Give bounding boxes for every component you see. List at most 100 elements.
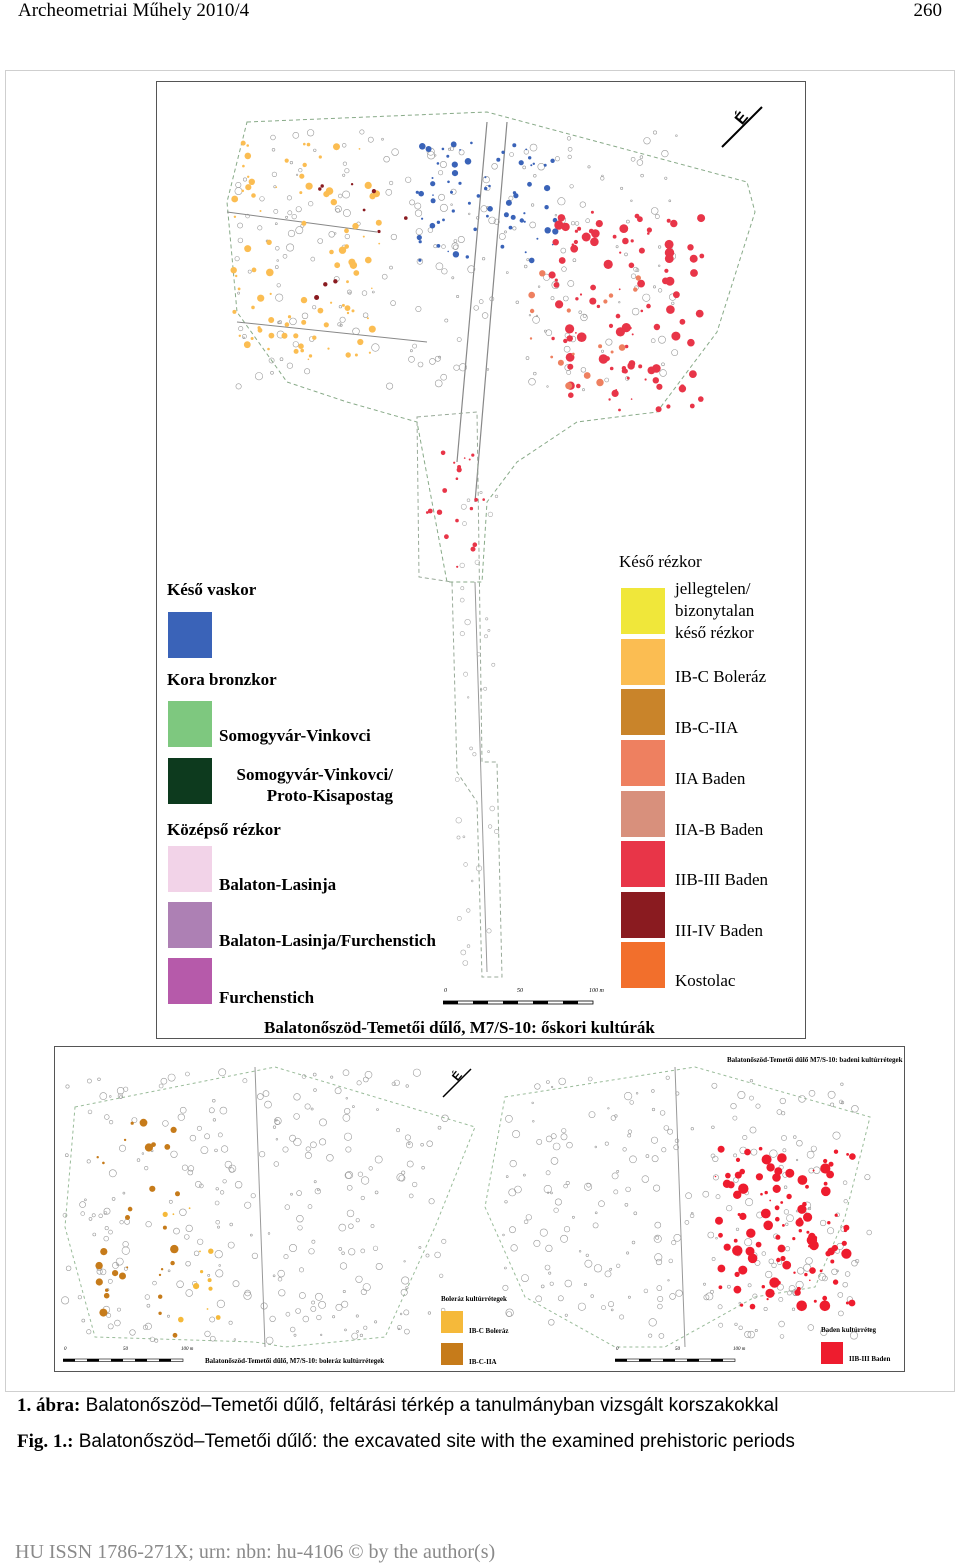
feature-mark bbox=[418, 1246, 422, 1249]
feature-mark bbox=[840, 1082, 844, 1086]
boleraz-map-caption: Balatonőszöd-Temetői dűlő, M7/S-10: bole… bbox=[205, 1357, 385, 1365]
feature-mark bbox=[795, 1218, 804, 1227]
feature-mark bbox=[119, 1144, 127, 1152]
feature-mark bbox=[257, 1093, 264, 1100]
feature-mark bbox=[565, 382, 573, 390]
feature-mark bbox=[566, 308, 571, 313]
feature-mark bbox=[738, 1265, 748, 1275]
feature-mark bbox=[769, 1199, 772, 1202]
feature-mark bbox=[494, 828, 500, 834]
feature-mark bbox=[864, 1174, 871, 1181]
feature-mark bbox=[595, 220, 603, 228]
feature-mark bbox=[187, 1169, 194, 1176]
feature-mark bbox=[533, 174, 537, 178]
legend-label-iii-iv-baden: III-IV Baden bbox=[675, 921, 763, 940]
feature-mark bbox=[299, 191, 303, 195]
feature-mark bbox=[251, 305, 255, 310]
feature-mark bbox=[456, 565, 459, 568]
feature-mark bbox=[218, 1264, 221, 1267]
feature-mark bbox=[630, 239, 634, 243]
swatch-somogyvar-vinkovci bbox=[168, 701, 212, 747]
feature-mark bbox=[187, 1165, 195, 1172]
feature-mark bbox=[621, 366, 627, 371]
feature-mark bbox=[498, 233, 506, 240]
feature-mark bbox=[451, 170, 459, 177]
feature-mark bbox=[295, 226, 304, 235]
feature-mark bbox=[207, 1273, 211, 1277]
feature-mark bbox=[62, 1212, 68, 1218]
feature-mark bbox=[436, 244, 441, 248]
feature-mark bbox=[652, 377, 659, 384]
feature-mark bbox=[776, 1257, 781, 1263]
feature-mark bbox=[170, 1260, 175, 1266]
feature-mark bbox=[583, 372, 591, 379]
feature-mark bbox=[310, 256, 316, 262]
feature-mark bbox=[808, 1089, 816, 1097]
feature-mark bbox=[842, 1282, 848, 1288]
swatch-iia-baden bbox=[621, 740, 665, 786]
feature-mark bbox=[418, 258, 422, 262]
sub-features bbox=[61, 1068, 872, 1345]
feature-mark bbox=[626, 1251, 630, 1255]
feature-mark bbox=[230, 267, 237, 274]
feature-mark bbox=[523, 212, 526, 215]
feature-mark bbox=[164, 1144, 171, 1150]
feature-mark bbox=[409, 349, 413, 353]
feature-mark bbox=[185, 1224, 193, 1232]
feature-mark bbox=[255, 372, 264, 381]
feature-mark bbox=[580, 313, 588, 322]
feature-mark bbox=[627, 1133, 632, 1138]
feature-mark bbox=[687, 338, 695, 347]
feature-mark bbox=[278, 320, 283, 325]
feature-mark bbox=[758, 1146, 763, 1151]
feature-mark bbox=[580, 367, 587, 373]
legend-label-iia-b-baden: IIA-B Baden bbox=[675, 820, 764, 839]
feature-mark bbox=[486, 928, 492, 934]
feature-mark bbox=[777, 1283, 784, 1291]
feature-mark bbox=[689, 254, 698, 263]
feature-mark bbox=[666, 305, 675, 314]
feature-mark bbox=[501, 150, 505, 154]
feature-mark bbox=[391, 148, 399, 156]
feature-mark bbox=[415, 190, 419, 194]
feature-mark bbox=[618, 344, 626, 351]
feature-mark bbox=[754, 1260, 761, 1266]
feature-mark bbox=[295, 206, 302, 213]
feature-mark bbox=[711, 1257, 716, 1261]
feature-mark bbox=[552, 217, 558, 223]
feature-mark bbox=[344, 168, 350, 174]
feature-mark bbox=[341, 1300, 349, 1308]
feature-mark bbox=[371, 287, 373, 290]
feature-mark bbox=[104, 1226, 109, 1231]
feature-mark bbox=[227, 1241, 235, 1249]
baden-label-iib-iii: IIB-III Baden bbox=[849, 1355, 891, 1363]
feature-mark bbox=[301, 220, 307, 226]
feature-mark bbox=[564, 1279, 572, 1288]
feature-mark bbox=[307, 1204, 313, 1209]
feature-mark bbox=[590, 210, 594, 214]
feature-mark bbox=[302, 162, 307, 168]
feature-mark bbox=[121, 1246, 130, 1255]
feature-mark bbox=[673, 1234, 682, 1242]
feature-mark bbox=[493, 218, 500, 225]
feature-mark bbox=[623, 1091, 633, 1101]
feature-mark bbox=[234, 187, 243, 195]
feature-mark bbox=[851, 1260, 858, 1267]
feature-mark bbox=[399, 1312, 403, 1316]
feature-mark bbox=[585, 218, 591, 223]
feature-mark bbox=[362, 1283, 371, 1292]
feature-mark bbox=[607, 1107, 610, 1110]
feature-mark bbox=[290, 1326, 296, 1333]
feature-mark bbox=[88, 1217, 93, 1221]
feature-mark bbox=[475, 865, 483, 872]
feature-mark bbox=[712, 1155, 719, 1162]
feature-mark bbox=[711, 1082, 718, 1089]
swatch-late-iron-age bbox=[168, 612, 212, 658]
feature-mark bbox=[129, 1329, 136, 1336]
feature-mark bbox=[596, 304, 601, 309]
feature-mark bbox=[431, 177, 434, 179]
feature-mark bbox=[787, 1290, 792, 1296]
feature-mark bbox=[301, 1074, 307, 1079]
feature-mark bbox=[504, 1266, 507, 1270]
feature-mark bbox=[172, 1332, 178, 1338]
